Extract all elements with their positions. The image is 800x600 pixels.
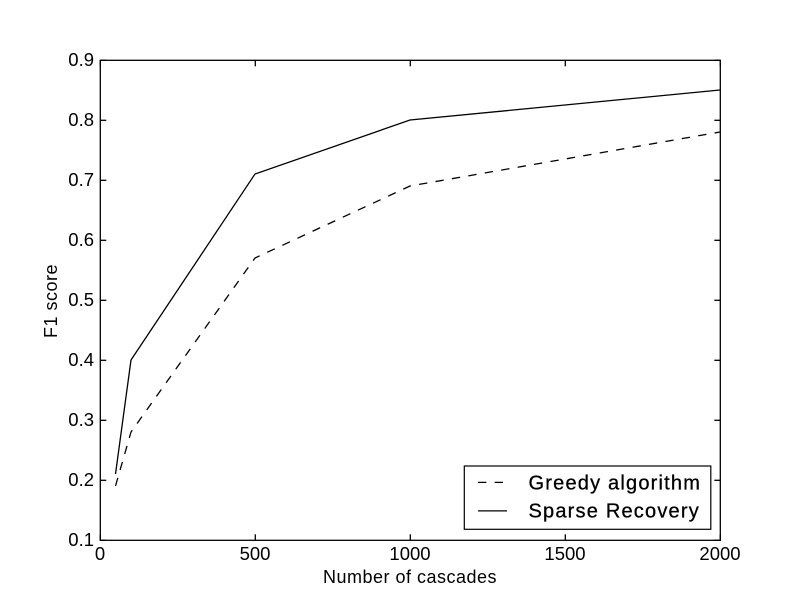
svg-text:2000: 2000 (699, 543, 740, 564)
svg-text:1000: 1000 (389, 543, 430, 564)
svg-text:0.1: 0.1 (68, 529, 94, 550)
svg-text:0.2: 0.2 (68, 469, 94, 490)
svg-text:0.5: 0.5 (68, 289, 94, 310)
svg-text:1500: 1500 (544, 543, 585, 564)
svg-text:0.8: 0.8 (68, 109, 94, 130)
svg-text:0.7: 0.7 (68, 169, 94, 190)
svg-text:Sparse Recovery: Sparse Recovery (529, 501, 700, 523)
svg-text:0.3: 0.3 (68, 409, 94, 430)
svg-text:F1 score: F1 score (41, 264, 61, 338)
svg-text:0.4: 0.4 (68, 349, 94, 370)
svg-text:Number of cascades: Number of cascades (323, 567, 497, 587)
svg-text:500: 500 (240, 543, 271, 564)
svg-text:0.6: 0.6 (68, 229, 94, 250)
svg-text:Greedy algorithm: Greedy algorithm (529, 473, 702, 495)
svg-text:0: 0 (95, 543, 105, 564)
svg-text:0.9: 0.9 (68, 49, 94, 70)
